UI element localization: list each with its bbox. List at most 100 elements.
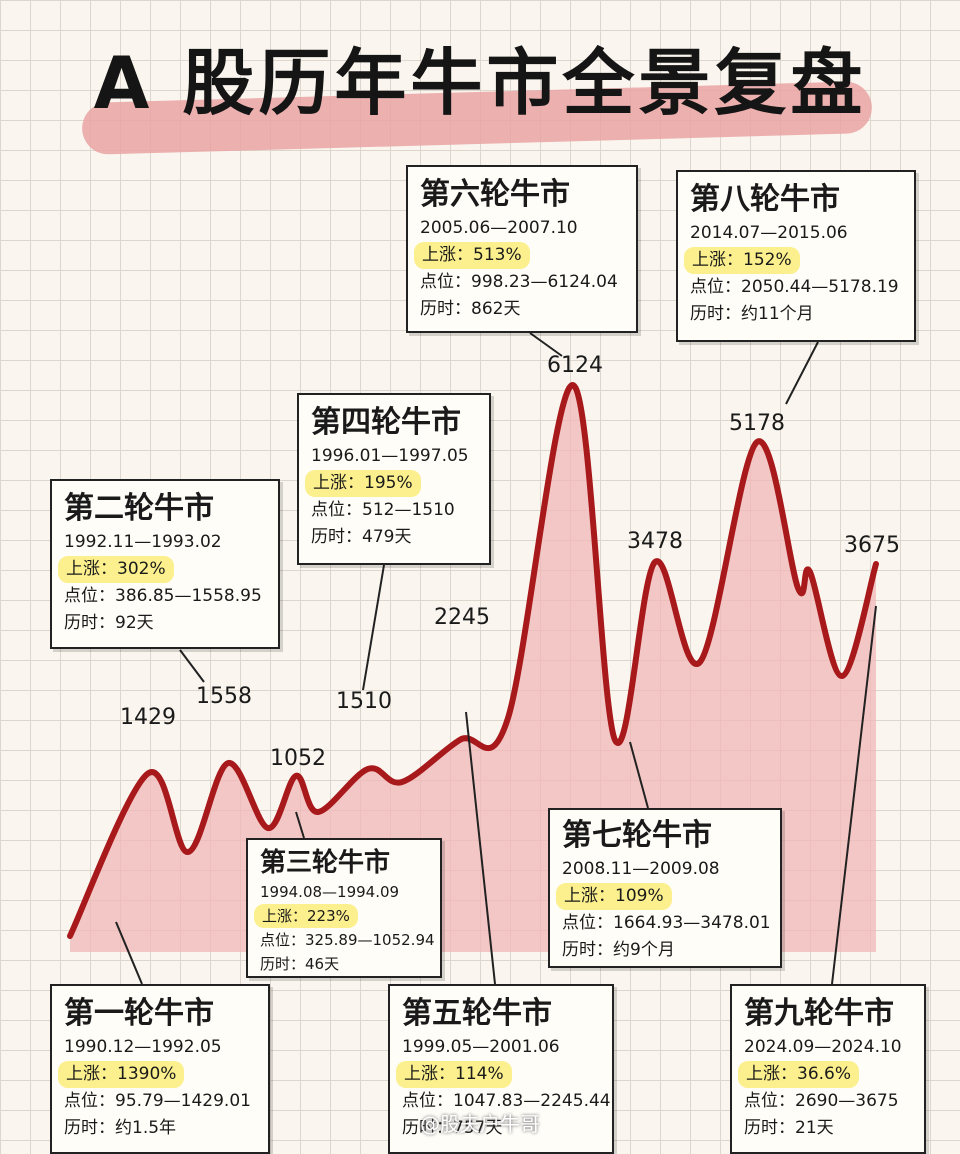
bull-name: 第三轮牛市: [260, 848, 391, 878]
connector-lines: [115, 332, 877, 985]
rise-value: 195%: [364, 473, 413, 493]
bull-name: 第一轮牛市: [64, 996, 214, 1031]
duration-value: 21天: [795, 1118, 834, 1138]
bull-period: 2014.07—2015.06: [690, 223, 848, 243]
duration-label: 历时：: [744, 1118, 795, 1138]
connector-line-6: [529, 332, 563, 357]
duration-value: 92天: [115, 613, 154, 633]
connector-line-3: [295, 811, 305, 839]
duration-value: 约1.5年: [115, 1118, 177, 1138]
bull-period: 1990.12—1992.05: [64, 1037, 222, 1057]
connector-line-2: [179, 649, 205, 683]
points-label: 点位：: [690, 277, 741, 297]
peak-label-1: 1429: [120, 705, 176, 730]
rise-value: 114%: [455, 1064, 504, 1084]
bull-box-3: 第三轮牛市 1994.08—1994.09 上涨：223% 点位：325.89—…: [246, 838, 442, 978]
duration-label: 历时：: [420, 299, 471, 319]
connector-line-5: [465, 711, 496, 985]
rise-value: 109%: [615, 886, 664, 906]
rise-label: 上涨：: [564, 886, 615, 906]
title-area: A 股历年牛市全景复盘: [0, 14, 960, 156]
connector-line-8: [785, 341, 819, 405]
index-curve: [67, 381, 879, 939]
points-value: 1047.83—2245.44: [453, 1091, 611, 1111]
bull-period: 2005.06—2007.10: [420, 218, 578, 238]
points-value: 325.89—1052.94: [305, 931, 435, 949]
peak-label-7: 3478: [627, 529, 683, 554]
points-value: 2050.44—5178.19: [741, 277, 899, 297]
duration-value: 757天: [453, 1118, 503, 1138]
points-label: 点位：: [744, 1091, 795, 1111]
rise-label: 上涨：: [66, 1064, 117, 1084]
bull-box-9: 第九轮牛市 2024.09—2024.10 上涨：36.6% 点位：2690—3…: [730, 984, 926, 1154]
duration-label: 历时：: [260, 955, 306, 973]
page-title: A 股历年牛市全景复盘: [93, 41, 867, 125]
duration-value: 46天: [305, 955, 340, 973]
points-label: 点位：: [64, 1091, 115, 1111]
duration-value: 479天: [362, 527, 412, 547]
points-label: 点位：: [402, 1091, 453, 1111]
bull-name: 第八轮牛市: [690, 182, 840, 217]
bull-box-6: 第六轮牛市 2005.06—2007.10 上涨：513% 点位：998.23—…: [406, 165, 638, 333]
peak-labels: 1429 1558 1052 1510 2245 6124 3478 5178 3675: [120, 353, 900, 771]
duration-label: 历时：: [64, 1118, 115, 1138]
bull-box-1: 第一轮牛市 1990.12—1992.05 上涨：1390% 点位：95.79—…: [50, 984, 270, 1154]
peak-label-3: 1052: [270, 746, 326, 771]
rise-label: 上涨：: [422, 245, 473, 265]
watermark: @股夫户牛哥: [420, 1112, 540, 1136]
bull-name: 第四轮牛市: [311, 405, 461, 440]
rise-value: 223%: [307, 907, 350, 925]
rise-label: 上涨：: [313, 473, 364, 493]
bull-box-5: 第五轮牛市 1999.05—2001.06 上涨：114% 点位：1047.83…: [388, 984, 614, 1154]
bull-name: 第六轮牛市: [420, 177, 570, 212]
peak-label-9: 3675: [844, 533, 900, 558]
points-label: 点位：: [420, 272, 471, 292]
points-label: 点位：: [260, 931, 306, 949]
connector-line-1: [115, 921, 143, 985]
duration-value: 约11个月: [741, 304, 814, 324]
bull-period: 2024.09—2024.10: [744, 1037, 902, 1057]
rise-value: 36.6%: [797, 1064, 852, 1084]
duration-value: 约9个月: [613, 940, 675, 960]
points-value: 386.85—1558.95: [115, 586, 262, 606]
duration-label: 历时：: [562, 940, 613, 960]
points-label: 点位：: [311, 500, 362, 520]
rise-value: 1390%: [117, 1064, 177, 1084]
bull-name: 第九轮牛市: [744, 996, 894, 1031]
bull-box-7: 第七轮牛市 2008.11—2009.08 上涨：109% 点位：1664.93…: [548, 808, 782, 968]
rise-label: 上涨：: [692, 250, 743, 270]
rise-value: 302%: [117, 559, 166, 579]
points-value: 998.23—6124.04: [471, 272, 618, 292]
rise-label: 上涨：: [746, 1064, 797, 1084]
peak-label-2: 1558: [196, 684, 252, 709]
bull-name: 第七轮牛市: [562, 818, 712, 853]
duration-label: 历时：: [690, 304, 741, 324]
points-value: 2690—3675: [795, 1091, 899, 1111]
bull-name: 第五轮牛市: [402, 996, 552, 1031]
peak-label-8: 5178: [729, 411, 785, 436]
bull-period: 2008.11—2009.08: [562, 859, 720, 879]
bull-box-2: 第二轮牛市 1992.11—1993.02 上涨：302% 点位：386.85—…: [50, 479, 280, 649]
bull-period: 1992.11—1993.02: [64, 532, 222, 552]
duration-label: 历时：: [402, 1118, 453, 1138]
rise-label: 上涨：: [404, 1064, 455, 1084]
points-label: 点位：: [562, 913, 613, 933]
rise-label: 上涨：: [66, 559, 117, 579]
bull-box-8: 第八轮牛市 2014.07—2015.06 上涨：152% 点位：2050.44…: [676, 170, 916, 342]
points-value: 95.79—1429.01: [115, 1091, 251, 1111]
bull-period: 1996.01—1997.05: [311, 446, 469, 466]
connector-line-4: [362, 564, 385, 691]
points-label: 点位：: [64, 586, 115, 606]
duration-label: 历时：: [311, 527, 362, 547]
rise-value: 513%: [473, 245, 522, 265]
peak-label-4: 1510: [336, 689, 392, 714]
peak-label-6: 6124: [547, 353, 603, 378]
peak-label-5: 2245: [434, 605, 490, 630]
connector-line-9: [831, 605, 877, 985]
duration-label: 历时：: [64, 613, 115, 633]
bull-period: 1994.08—1994.09: [260, 883, 400, 901]
rise-value: 152%: [743, 250, 792, 270]
points-value: 1664.93—3478.01: [613, 913, 771, 933]
bull-name: 第二轮牛市: [64, 491, 214, 526]
connector-line-7: [629, 741, 649, 809]
